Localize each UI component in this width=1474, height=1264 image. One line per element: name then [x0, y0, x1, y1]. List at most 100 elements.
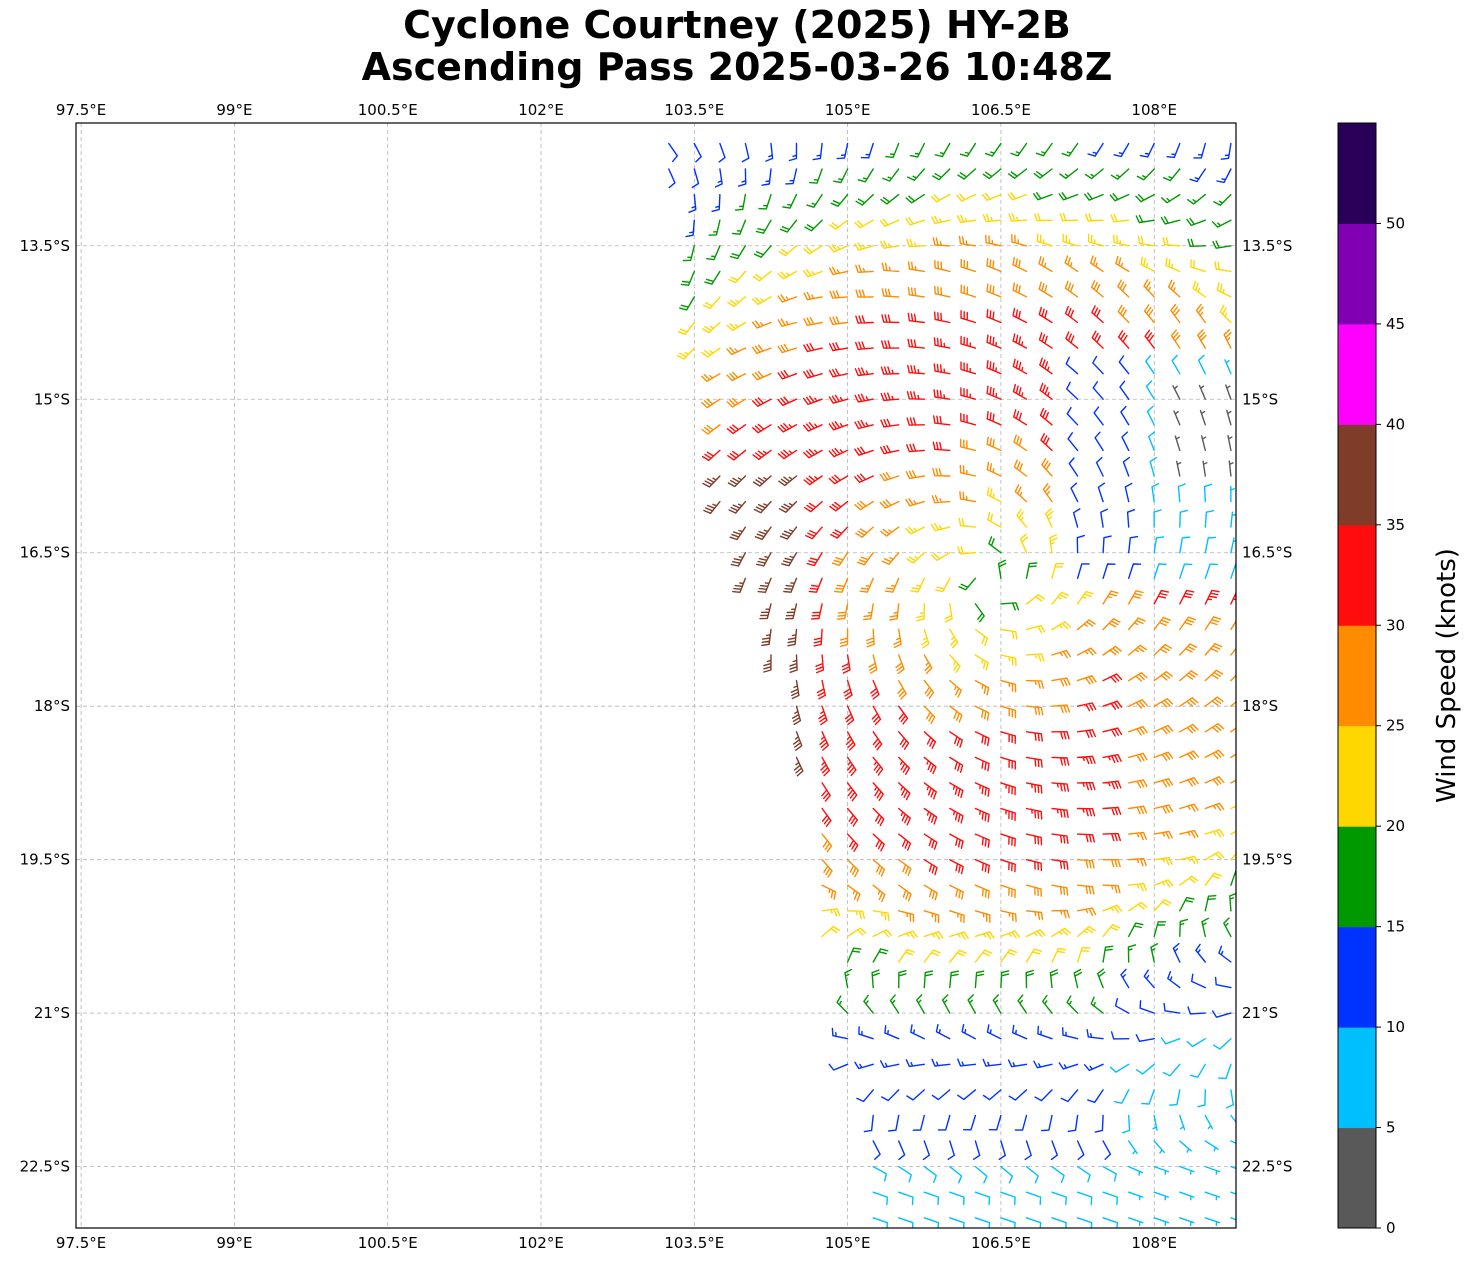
wind-barb [1024, 1140, 1032, 1161]
wind-barb [1049, 969, 1059, 989]
wind-barb [880, 240, 900, 249]
wind-barb [1151, 483, 1160, 503]
lat-tick-label-left: 22.5°S [20, 1158, 70, 1176]
wind-barb [959, 142, 977, 157]
wind-barb [1051, 782, 1070, 792]
wind-barb [1195, 943, 1206, 963]
wind-barb [727, 475, 747, 488]
wind-barb [1128, 535, 1139, 554]
wind-barb [1179, 536, 1191, 554]
wind-barb [688, 193, 697, 213]
wind-barb [1102, 563, 1116, 579]
wind-barb [958, 235, 977, 247]
wind-barb [1126, 509, 1136, 528]
wind-barb [1095, 456, 1104, 477]
wind-barb [836, 995, 849, 1014]
wind-barb [1060, 1089, 1079, 1103]
wind-barb [1153, 1217, 1170, 1226]
wind-barb [829, 500, 849, 512]
wind-barb [1128, 901, 1148, 912]
wind-barb [910, 1024, 925, 1040]
wind-barb [982, 1089, 1002, 1101]
wind-barb [727, 296, 747, 308]
wind-barb [1010, 142, 1028, 157]
wind-barb [1062, 1027, 1079, 1040]
wind-barb [881, 288, 900, 298]
wind-barb [803, 316, 823, 326]
wind-barb [1199, 409, 1206, 426]
wind-barb [759, 603, 772, 620]
lat-tick-label-right: 16.5°S [1242, 544, 1292, 562]
wind-barb [1139, 1000, 1155, 1014]
wind-barb [1090, 996, 1104, 1014]
wind-barb [831, 552, 849, 566]
wind-barb [1192, 280, 1206, 298]
wind-barb [1153, 509, 1162, 528]
wind-barb [1076, 702, 1097, 712]
wind-barb [1145, 380, 1155, 400]
wind-barb [1072, 508, 1081, 528]
wind-barb [1000, 602, 1020, 611]
wind-barb [1128, 699, 1148, 709]
wind-barb [1230, 1140, 1236, 1144]
wind-barb [1204, 616, 1222, 631]
wind-barb [933, 363, 951, 375]
wind-barb [1174, 435, 1181, 452]
wind-barb [1204, 851, 1225, 861]
wind-barb [981, 192, 1002, 201]
wind-barb [1076, 647, 1097, 656]
wind-barb [828, 1063, 849, 1071]
wind-barb [1076, 947, 1091, 963]
wind-barb [1128, 831, 1147, 841]
wind-barb [1008, 1089, 1028, 1101]
wind-barb [931, 495, 951, 504]
wind-barb [986, 385, 1002, 400]
wind-barb [905, 526, 925, 535]
wind-barb [846, 910, 866, 920]
wind-barb [1204, 510, 1215, 528]
wind-barb [812, 142, 823, 161]
wind-barb [1179, 643, 1198, 656]
wind-barb [872, 1191, 888, 1206]
wind-barb [763, 654, 772, 673]
wind-barb [1068, 457, 1079, 477]
wind-barb [974, 756, 990, 772]
wind-barb [1128, 1140, 1138, 1155]
wind-barb [758, 193, 772, 210]
wind-barb [1162, 1063, 1181, 1077]
wind-barb [846, 947, 862, 963]
wind-barb [1162, 168, 1181, 182]
wind-barb [1084, 168, 1104, 180]
wind-barb [898, 970, 907, 989]
wind-barb [1040, 433, 1053, 452]
wind-barb [1051, 649, 1071, 659]
wind-barb [1204, 802, 1225, 811]
wind-barb [1119, 380, 1130, 400]
wind-barb [898, 1217, 914, 1228]
wind-barb [732, 577, 747, 593]
wind-barb [1179, 1114, 1186, 1131]
wind-barb [1091, 330, 1104, 349]
wind-barb [1076, 859, 1095, 869]
wind-barb [898, 1191, 914, 1206]
wind-barb [726, 424, 747, 435]
wind-barb [718, 142, 726, 163]
wind-barb [872, 807, 885, 827]
wind-barb [777, 396, 798, 406]
wind-barb [846, 807, 858, 827]
wind-barb [829, 342, 849, 352]
wind-barb [1008, 213, 1028, 222]
lat-tick-label-left: 15°S [34, 390, 70, 408]
wind-barb [986, 436, 1002, 452]
wind-barb [1213, 1038, 1232, 1050]
wind-barb [703, 500, 721, 514]
colorbar-segment [1338, 123, 1376, 224]
wind-barb [933, 415, 951, 426]
wind-barb [1143, 279, 1155, 298]
wind-barb [777, 294, 798, 303]
wind-barb [872, 859, 886, 877]
wind-barb [1033, 192, 1053, 201]
wind-barb [1066, 995, 1079, 1014]
wind-barb [1153, 899, 1172, 912]
colorbar-tick-label: 40 [1386, 415, 1405, 433]
